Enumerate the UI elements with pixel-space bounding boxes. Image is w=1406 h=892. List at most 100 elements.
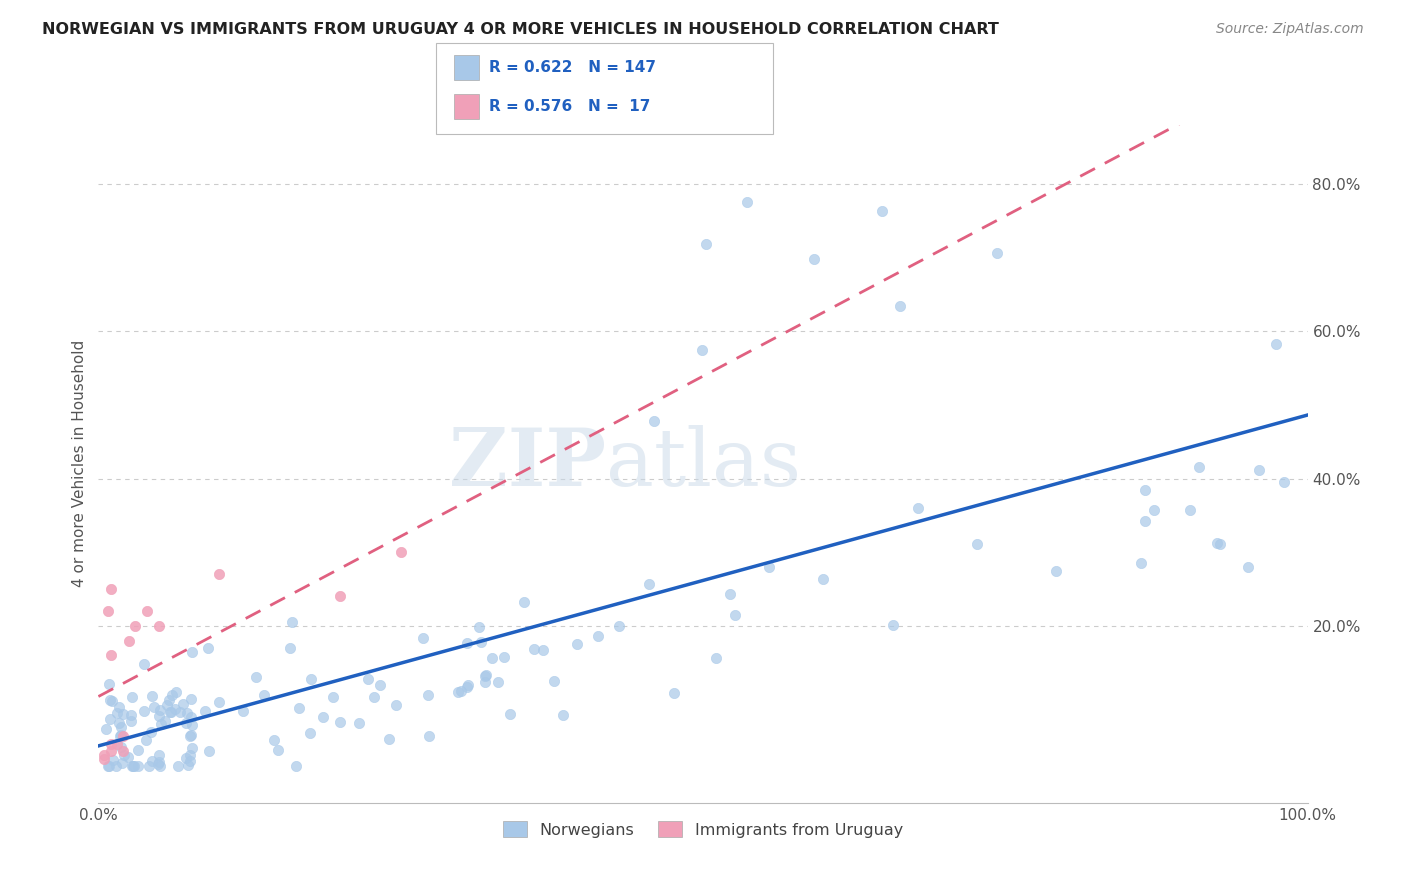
Point: [105, 706, 128, 721]
Point: [889, 299, 911, 313]
Point: [97, 677, 120, 691]
Point: [418, 729, 440, 743]
Point: [690, 343, 713, 358]
Point: [803, 252, 825, 266]
Point: [1142, 502, 1164, 516]
Point: [111, 730, 134, 744]
Point: [735, 194, 758, 209]
Point: [263, 733, 285, 747]
Point: [363, 690, 385, 704]
Point: [138, 759, 160, 773]
Point: [966, 537, 988, 551]
Point: [1272, 475, 1295, 489]
Point: [643, 414, 665, 428]
Point: [470, 635, 492, 649]
Point: [172, 697, 194, 711]
Point: [198, 743, 221, 757]
Legend: Norwegians, Immigrants from Uruguay: Norwegians, Immigrants from Uruguay: [495, 814, 911, 846]
Point: [907, 501, 929, 516]
Point: [1249, 463, 1271, 477]
Point: [1130, 556, 1153, 570]
Point: [107, 699, 129, 714]
Point: [141, 690, 163, 704]
Point: [638, 577, 661, 591]
Point: [299, 673, 322, 687]
Point: [134, 704, 156, 718]
Point: [160, 688, 183, 702]
Point: [447, 685, 470, 699]
Point: [456, 636, 478, 650]
Point: [870, 204, 893, 219]
Point: [208, 567, 231, 582]
Point: [100, 744, 122, 758]
Point: [245, 670, 267, 684]
Point: [232, 704, 254, 718]
Point: [148, 619, 170, 633]
Point: [132, 657, 155, 671]
Point: [111, 706, 134, 721]
Point: [288, 701, 311, 715]
Point: [1178, 503, 1201, 517]
Y-axis label: 4 or more Vehicles in Household: 4 or more Vehicles in Household: [72, 340, 87, 588]
Point: [1133, 514, 1156, 528]
Point: [159, 705, 181, 719]
Point: [101, 694, 124, 708]
Point: [280, 640, 302, 655]
Point: [322, 690, 344, 704]
Text: R = 0.622   N = 147: R = 0.622 N = 147: [489, 61, 657, 76]
Point: [176, 706, 198, 720]
Point: [385, 698, 408, 712]
Point: [1188, 460, 1211, 475]
Point: [111, 756, 134, 771]
Point: [110, 720, 132, 734]
Point: [148, 757, 170, 772]
Point: [513, 595, 536, 609]
Point: [120, 707, 142, 722]
Point: [177, 758, 200, 772]
Point: [97, 759, 120, 773]
Point: [165, 685, 187, 699]
Point: [105, 737, 128, 751]
Point: [155, 698, 177, 713]
Point: [148, 755, 170, 769]
Point: [135, 733, 157, 747]
Point: [664, 686, 686, 700]
Point: [882, 618, 904, 632]
Point: [100, 737, 122, 751]
Point: [474, 674, 496, 689]
Text: NORWEGIAN VS IMMIGRANTS FROM URUGUAY 4 OR MORE VEHICLES IN HOUSEHOLD CORRELATION: NORWEGIAN VS IMMIGRANTS FROM URUGUAY 4 O…: [42, 22, 1000, 37]
Point: [498, 707, 520, 722]
Point: [180, 692, 202, 706]
Point: [181, 718, 204, 732]
Point: [120, 714, 142, 729]
Point: [179, 747, 201, 762]
Point: [121, 759, 143, 773]
Point: [811, 572, 834, 586]
Point: [1264, 336, 1286, 351]
Point: [179, 729, 201, 743]
Point: [110, 739, 132, 754]
Point: [1133, 483, 1156, 498]
Point: [93, 747, 115, 762]
Point: [149, 759, 172, 773]
Text: Source: ZipAtlas.com: Source: ZipAtlas.com: [1216, 22, 1364, 37]
Point: [347, 715, 370, 730]
Point: [139, 725, 162, 739]
Point: [357, 672, 380, 686]
Point: [121, 759, 143, 773]
Point: [169, 705, 191, 719]
Point: [108, 729, 131, 743]
Point: [456, 680, 478, 694]
Point: [329, 714, 352, 729]
Point: [253, 688, 276, 702]
Point: [486, 674, 509, 689]
Point: [100, 582, 122, 596]
Point: [986, 245, 1008, 260]
Point: [122, 759, 145, 773]
Point: [111, 744, 134, 758]
Point: [110, 728, 132, 742]
Point: [104, 759, 127, 773]
Point: [492, 649, 515, 664]
Point: [180, 728, 202, 742]
Point: [93, 751, 115, 765]
